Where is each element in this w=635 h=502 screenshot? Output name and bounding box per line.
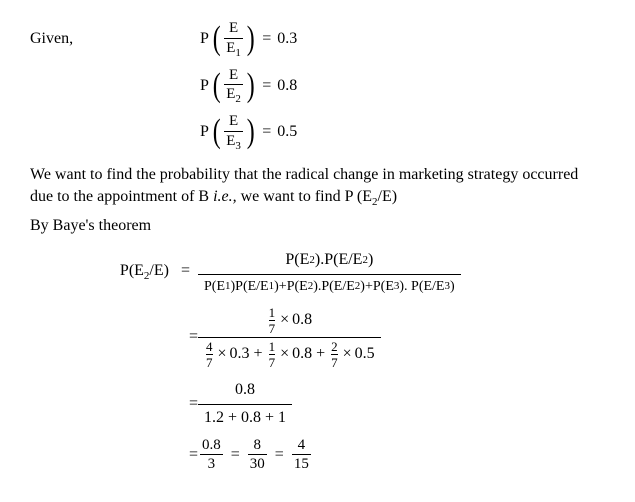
p-e-e2: P( E E2 ) xyxy=(200,67,256,106)
bayes-lhs: P(E2/E) = xyxy=(30,260,198,285)
given-row-3: P( E E3 ) = 0.5 xyxy=(200,113,605,152)
p-e-e3: P( E E3 ) xyxy=(200,113,256,152)
step-3: = 0.8 1.2 + 0.8 + 1 xyxy=(30,377,605,431)
given-row-2: P( E E2 ) = 0.8 xyxy=(200,67,605,106)
step-2: = 17 ×0.8 47 ×0.3 + 17 ×0.8 + 27 ×0.5 xyxy=(30,304,605,371)
p-e-e1: P( E E1 ) xyxy=(200,20,256,59)
val-e1: 0.3 xyxy=(277,28,297,50)
bayes-label: By Baye's theorem xyxy=(30,215,605,237)
given-row-1: Given, P( E E1 ) = 0.3 xyxy=(30,20,605,59)
bayes-formula: P(E2/E) = P(E2).P(E/E2) P(E1)P(E/E1) + P… xyxy=(30,247,605,298)
bayes-rhs: P(E2).P(E/E2) P(E1)P(E/E1) + P(E2).P(E/E… xyxy=(198,247,461,298)
val-e2: 0.8 xyxy=(277,75,297,97)
given-label: Given, xyxy=(30,28,200,50)
val-e3: 0.5 xyxy=(277,121,297,143)
explanation-para: We want to find the probability that the… xyxy=(30,164,605,211)
step-4: = 0.83 = 830 = 415 xyxy=(30,437,605,473)
